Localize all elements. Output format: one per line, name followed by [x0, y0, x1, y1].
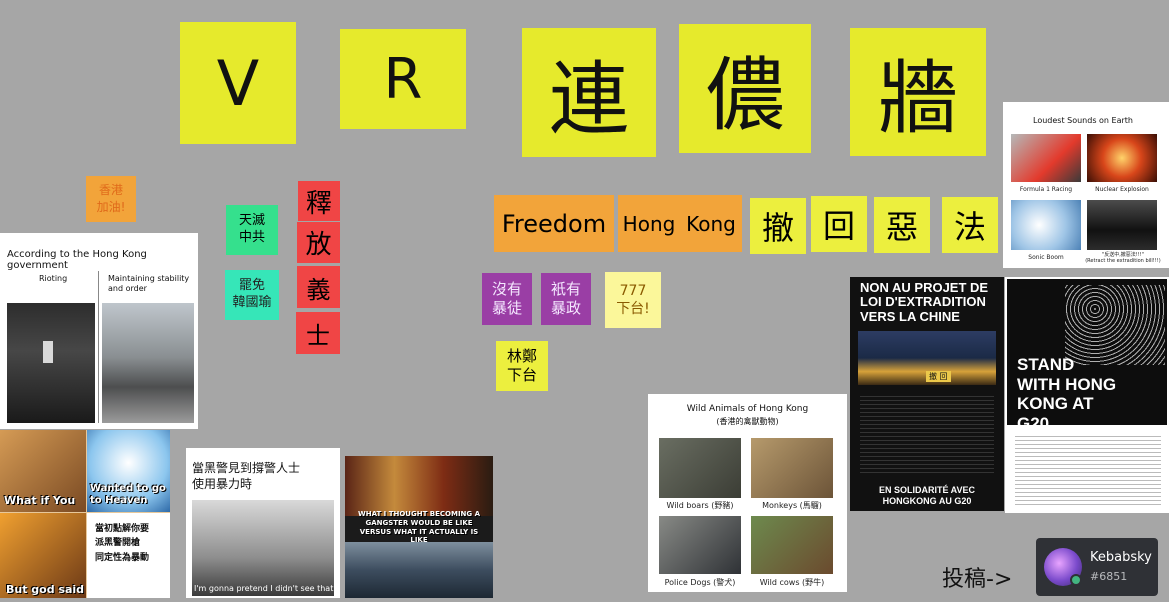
user-card[interactable]: Kebabsky #6851: [1036, 538, 1158, 596]
note-tianmie: 天滅 中共: [226, 205, 278, 255]
meme-text-chinese: 當初點解你要 派黑警開槍 同定性為暴動: [95, 524, 150, 563]
note-withdraw-2: 回: [811, 196, 867, 252]
note-only-tyranny: 衹有 暴政: [541, 273, 591, 325]
title-note-r: R: [340, 29, 466, 129]
note-release-3: 義: [297, 266, 340, 308]
french-poster-body: [860, 393, 994, 473]
police-meme-text: 當黑警見到撐警人士 使用暴力時: [192, 461, 301, 492]
hk-government-title: According to the Hong Kong government: [7, 249, 147, 271]
wild-animals-subtitle: (香港的禽獸動物): [716, 417, 779, 426]
title-note-qiang: 牆: [850, 28, 986, 156]
note-lin-zheng: 林鄭 下台: [496, 341, 548, 391]
rioting-label: Rioting: [39, 274, 68, 283]
note-kong: Kong: [680, 195, 742, 252]
stability-photo: [102, 303, 194, 423]
hk-government-card: According to the Hong Kong government Ri…: [0, 233, 198, 429]
note-bahan: 罷免 韓國瑜: [225, 270, 279, 320]
meme-panel-2: [87, 430, 170, 512]
monkeys-photo: [751, 438, 833, 498]
rioting-photo: [7, 303, 95, 423]
stand-with-hk-crowd: [1065, 285, 1165, 365]
wild-animals-title: Wild Animals of Hong Kong: [686, 404, 809, 414]
stand-with-hk-poster: STAND WITH HONG KONG AT G20: [1005, 277, 1169, 513]
wild-boars-photo: [659, 438, 741, 498]
sonic-boom-photo: [1011, 200, 1081, 250]
wild-animals-card: Wild Animals of Hong Kong (香港的禽獸動物) Wild…: [648, 394, 847, 592]
note-release-2: 放: [297, 222, 340, 263]
user-tag: #6851: [1090, 570, 1128, 583]
title-note-v: V: [180, 22, 296, 144]
note-no-riot: 沒有 暴徒: [482, 273, 532, 325]
meme-text-what-if: What if You: [4, 494, 76, 507]
nuclear-photo: [1087, 134, 1157, 182]
loudest-sounds-title: Loudest Sounds on Earth: [1033, 116, 1133, 125]
gangster-top-photo: [345, 456, 493, 516]
police-dogs-caption: Police Dogs (警犬): [664, 578, 736, 587]
note-withdraw-3: 惡: [874, 197, 930, 253]
username: Kebabsky: [1090, 550, 1152, 565]
gangster-bottom-photo: [345, 542, 493, 598]
divider: [98, 271, 99, 423]
french-g20-poster: NON AU PROJET DE LOI D'EXTRADITION VERS …: [850, 277, 1004, 511]
french-poster-title: NON AU PROJET DE LOI D'EXTRADITION VERS …: [860, 280, 989, 324]
stand-with-hk-text-block: [1015, 433, 1161, 505]
meme-panel-4: [87, 513, 170, 598]
note-withdraw-1: 撤: [750, 198, 806, 254]
meme-panel-1: [0, 430, 86, 512]
protest-caption: "反送中,撤惡法!!!" (Retract the extradition bi…: [1085, 252, 1161, 264]
gangster-meme-text: WHAT I THOUGHT BECOMING A GANGSTER WOULD…: [357, 510, 481, 545]
monkeys-caption: Monkeys (馬騮): [762, 501, 822, 510]
note-freedom: Freedom: [494, 195, 614, 252]
title-note-nong: 儂: [679, 24, 811, 153]
note-hong: Hong: [618, 195, 680, 252]
sonic-boom-caption: Sonic Boom: [1028, 254, 1064, 261]
nuclear-caption: Nuclear Explosion: [1095, 186, 1149, 193]
french-poster-banner: 撤 回: [926, 371, 951, 382]
loudest-sounds-card: Loudest Sounds on Earth Formula 1 Racing…: [1003, 102, 1169, 268]
protest-photo: [1087, 200, 1157, 250]
police-meme-photo: [192, 500, 334, 596]
wild-cows-photo: [751, 516, 833, 574]
police-meme-sub: I'm gonna pretend I didn't see that: [194, 584, 334, 593]
f1-photo: [1011, 134, 1081, 182]
wild-cows-caption: Wild cows (野牛): [759, 578, 825, 587]
online-status-dot: [1070, 574, 1082, 586]
f1-caption: Formula 1 Racing: [1019, 186, 1073, 193]
note-hk-jiayou: 香港 加油!: [86, 176, 136, 222]
stand-with-hk-title: STAND WITH HONG KONG AT G20: [1017, 355, 1117, 433]
gangster-meme-card: WHAT I THOUGHT BECOMING A GANGSTER WOULD…: [345, 456, 493, 598]
note-seven: 777 下台!: [605, 272, 661, 328]
submit-label: 投稿->: [942, 567, 1013, 592]
note-release-4: 士: [296, 312, 340, 354]
title-note-lian: 連: [522, 28, 656, 157]
meme-panel-3: [0, 513, 86, 598]
stability-label: Maintaining stability and order: [108, 274, 190, 294]
wild-boars-caption: Wild boars (野豬): [666, 501, 734, 510]
heaven-meme-card: What if You Wanted to go to Heaven But g…: [0, 430, 170, 598]
police-meme-card: 當黑警見到撐警人士 使用暴力時 I'm gonna pretend I didn…: [186, 448, 340, 598]
french-poster-footer: EN SOLIDARITÉ AVEC HONGKONG AU G20: [878, 485, 975, 507]
meme-text-heaven: Wanted to go to Heaven: [90, 483, 166, 506]
meme-text-but-god: But god said: [6, 583, 85, 596]
police-dogs-photo: [659, 516, 741, 574]
note-withdraw-4: 法: [942, 197, 998, 253]
note-release-1: 釋: [298, 181, 340, 221]
